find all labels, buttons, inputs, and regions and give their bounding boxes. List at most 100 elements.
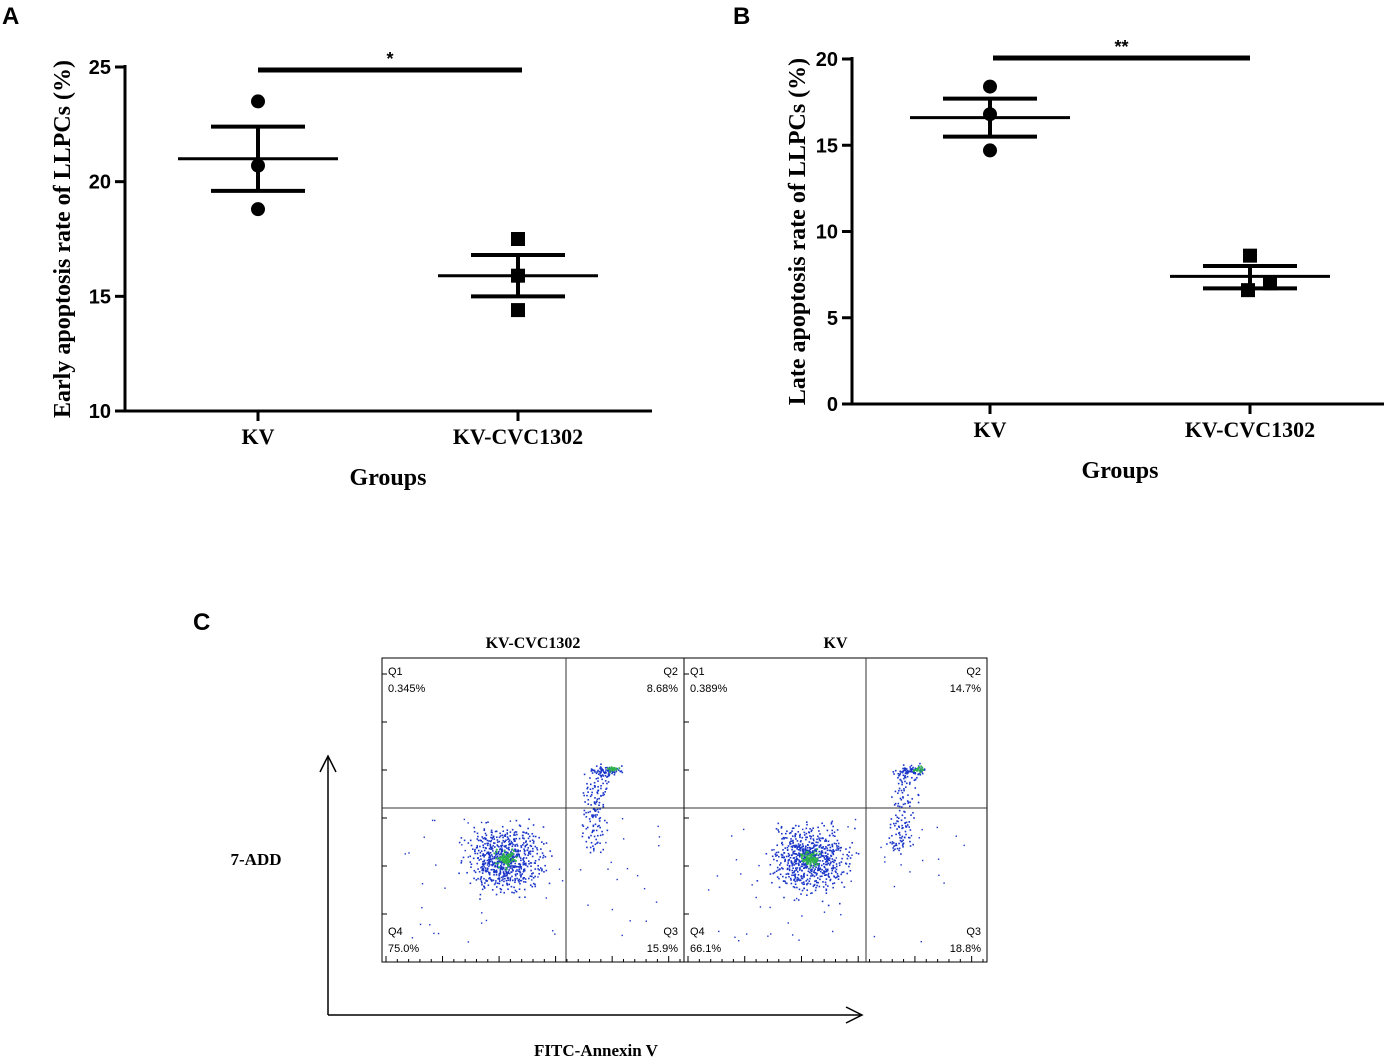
event-dot <box>798 879 800 881</box>
event-dot <box>498 845 500 848</box>
event-dot <box>537 864 539 867</box>
event-dot <box>791 872 794 874</box>
event-dot <box>798 863 800 866</box>
event-dot <box>586 826 589 829</box>
event-dot-sparse <box>900 864 902 866</box>
event-dot <box>804 847 807 849</box>
event-dot <box>493 883 496 886</box>
event-dot <box>826 869 829 872</box>
event-dot <box>830 867 833 870</box>
event-dot <box>488 847 491 850</box>
event-dot <box>529 862 532 864</box>
event-dot-dense <box>515 860 517 862</box>
event-dot <box>806 878 809 881</box>
event-dot <box>504 835 507 837</box>
event-dot <box>606 766 608 769</box>
event-dot <box>829 849 832 852</box>
event-dot <box>504 875 507 877</box>
event-dot <box>832 825 834 828</box>
event-dot <box>892 847 894 849</box>
event-dot <box>811 868 813 871</box>
quadrant-value-q1: 0.345% <box>388 683 426 695</box>
event-dot <box>485 821 487 824</box>
event-dot <box>525 857 528 859</box>
event-dot <box>477 857 479 859</box>
event-dot <box>919 762 921 765</box>
event-dot <box>593 781 596 784</box>
event-dot <box>792 827 795 830</box>
event-dot <box>811 847 814 850</box>
event-dot <box>490 836 492 839</box>
event-dot <box>845 848 847 850</box>
event-dot <box>492 844 495 847</box>
event-dot <box>514 855 517 857</box>
event-dot <box>776 866 779 869</box>
event-dot <box>515 831 518 833</box>
event-dot <box>912 772 915 775</box>
event-dot-sparse <box>777 869 779 871</box>
event-dot <box>900 798 903 801</box>
event-dot <box>485 834 488 837</box>
event-dot <box>502 871 505 873</box>
event-dot <box>503 873 506 876</box>
event-dot <box>783 896 785 899</box>
event-dot <box>781 842 783 845</box>
event-dot <box>787 855 790 858</box>
event-dot <box>827 844 829 847</box>
event-dot <box>523 857 525 859</box>
event-dot <box>815 849 817 852</box>
flow-events <box>707 762 965 943</box>
event-dot <box>514 889 517 892</box>
event-dot <box>476 845 479 847</box>
event-dot <box>782 880 785 882</box>
event-dot <box>494 871 497 873</box>
event-dot <box>910 768 913 771</box>
event-dot <box>484 854 487 856</box>
event-dot-dense <box>502 853 505 856</box>
event-dot-dense <box>495 857 498 860</box>
event-dot <box>500 876 503 879</box>
event-dot <box>900 837 903 839</box>
event-dot <box>896 828 898 830</box>
event-dot <box>605 769 607 771</box>
event-dot <box>486 859 489 862</box>
event-dot <box>498 848 501 851</box>
event-dot <box>803 883 806 885</box>
event-dot <box>812 885 815 888</box>
event-dot <box>814 845 817 847</box>
event-dot-dense <box>808 854 811 856</box>
event-dot <box>820 850 823 853</box>
event-dot <box>480 877 482 879</box>
event-dot <box>891 842 893 845</box>
event-dot <box>793 852 796 855</box>
event-dot <box>596 771 598 773</box>
event-dot <box>482 868 485 870</box>
event-dot <box>902 846 904 848</box>
event-dot <box>594 803 597 805</box>
event-dot <box>897 776 899 779</box>
event-dot-dense <box>502 856 505 858</box>
event-dot <box>515 853 518 856</box>
event-dot <box>836 847 839 849</box>
event-dot-sparse <box>435 864 437 866</box>
event-dot <box>476 852 479 855</box>
event-dot <box>904 811 906 813</box>
event-dot <box>604 791 606 793</box>
event-dot <box>527 833 530 835</box>
event-dot <box>824 881 827 884</box>
event-dot <box>812 850 814 852</box>
event-dot <box>501 825 504 828</box>
event-dot <box>591 830 594 833</box>
event-dot-dense <box>613 768 616 771</box>
event-dot-dense <box>613 766 616 769</box>
event-dot <box>460 860 463 862</box>
event-dot <box>905 826 907 828</box>
event-dot <box>836 845 838 847</box>
event-dot <box>518 824 521 827</box>
event-dot <box>791 846 794 849</box>
event-dot <box>509 857 512 860</box>
event-dot <box>790 845 793 848</box>
event-dot-sparse <box>938 874 940 877</box>
event-dot <box>518 888 521 890</box>
event-dot <box>604 780 607 782</box>
